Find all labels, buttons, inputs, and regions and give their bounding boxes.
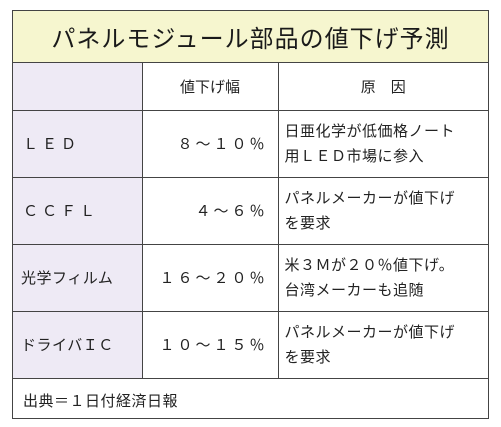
cause-line: 日亜化学が低価格ノート bbox=[284, 121, 456, 140]
source-row: 出典＝１日付経済日報 bbox=[13, 377, 488, 422]
table-row: ドライバＩＣ １０～１５％ パネルメーカーが値下げ を要求 bbox=[13, 310, 488, 379]
cause-line: 用ＬＥＤ市場に参入 bbox=[284, 146, 425, 165]
cause-line: を要求 bbox=[284, 347, 332, 366]
header-cause: 原 因 bbox=[277, 63, 488, 111]
row-cause: パネルメーカーが値下げ を要求 bbox=[277, 176, 488, 245]
row-category: ドライバＩＣ bbox=[13, 310, 143, 379]
row-cause: パネルメーカーが値下げ を要求 bbox=[277, 310, 488, 379]
row-cause: 米３Ｍが２０％値下げ。 台湾メーカーも追随 bbox=[277, 243, 488, 312]
table-row: ＣＣＦＬ ４～６％ パネルメーカーが値下げ を要求 bbox=[13, 176, 488, 245]
row-price-drop: １６～２０％ bbox=[141, 243, 279, 312]
forecast-table: 値下げ幅 原 因 ＬＥＤ ８～１０％ 日亜化学が低価格ノート 用ＬＥＤ市場に参入… bbox=[13, 63, 488, 422]
table-row: 光学フィルム １６～２０％ 米３Ｍが２０％値下げ。 台湾メーカーも追随 bbox=[13, 243, 488, 312]
row-price-drop: ８～１０％ bbox=[141, 109, 279, 178]
row-category: 光学フィルム bbox=[13, 243, 143, 312]
row-price-drop: ４～６％ bbox=[141, 176, 279, 245]
cause-line: 台湾メーカーも追随 bbox=[284, 280, 425, 299]
table-header-row: 値下げ幅 原 因 bbox=[13, 63, 488, 111]
cause-line: を要求 bbox=[284, 213, 332, 232]
page-title: パネルモジュール部品の値下げ予測 bbox=[13, 11, 488, 63]
header-corner-cell bbox=[13, 63, 143, 111]
cause-line: 米３Ｍが２０％値下げ。 bbox=[284, 255, 455, 274]
source-note: 出典＝１日付経済日報 bbox=[13, 377, 488, 422]
cause-line: パネルメーカーが値下げ bbox=[284, 188, 456, 207]
header-price-drop: 値下げ幅 bbox=[141, 63, 279, 111]
row-category: ＬＥＤ bbox=[13, 109, 143, 178]
table-frame: パネルモジュール部品の値下げ予測 値下げ幅 原 因 ＬＥＤ ８～１０％ 日亜化学… bbox=[12, 10, 489, 422]
row-cause: 日亜化学が低価格ノート 用ＬＥＤ市場に参入 bbox=[277, 109, 488, 178]
row-price-drop: １０～１５％ bbox=[141, 310, 279, 379]
cause-line: パネルメーカーが値下げ bbox=[284, 322, 456, 341]
table-row: ＬＥＤ ８～１０％ 日亜化学が低価格ノート 用ＬＥＤ市場に参入 bbox=[13, 109, 488, 178]
row-category: ＣＣＦＬ bbox=[13, 176, 143, 245]
